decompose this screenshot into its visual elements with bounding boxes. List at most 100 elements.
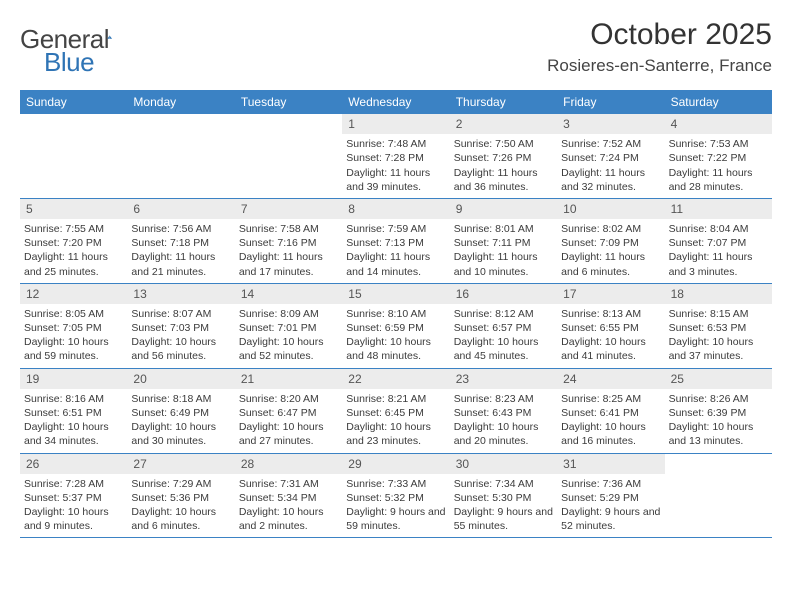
day-body: Sunrise: 8:10 AMSunset: 6:59 PMDaylight:… xyxy=(342,307,449,368)
daylight-line: Daylight: 11 hours and 25 minutes. xyxy=(24,250,123,278)
day-body: Sunrise: 7:33 AMSunset: 5:32 PMDaylight:… xyxy=(342,477,449,538)
sunrise-line: Sunrise: 8:21 AM xyxy=(346,392,445,406)
day-body: Sunrise: 8:01 AMSunset: 7:11 PMDaylight:… xyxy=(450,222,557,283)
location: Rosieres-en-Santerre, France xyxy=(547,56,772,76)
day-body: Sunrise: 8:20 AMSunset: 6:47 PMDaylight:… xyxy=(235,392,342,453)
day-number: 6 xyxy=(127,199,234,219)
sunset-line: Sunset: 5:36 PM xyxy=(131,491,230,505)
day-body: Sunrise: 8:21 AMSunset: 6:45 PMDaylight:… xyxy=(342,392,449,453)
daylight-line: Daylight: 11 hours and 32 minutes. xyxy=(561,166,660,194)
daylight-line: Daylight: 10 hours and 48 minutes. xyxy=(346,335,445,363)
daylight-line: Daylight: 10 hours and 16 minutes. xyxy=(561,420,660,448)
daylight-line: Daylight: 9 hours and 52 minutes. xyxy=(561,505,660,533)
day-body: Sunrise: 8:13 AMSunset: 6:55 PMDaylight:… xyxy=(557,307,664,368)
week-row: 1Sunrise: 7:48 AMSunset: 7:28 PMDaylight… xyxy=(20,114,772,199)
day-cell: 11Sunrise: 8:04 AMSunset: 7:07 PMDayligh… xyxy=(665,199,772,283)
sunrise-line: Sunrise: 8:02 AM xyxy=(561,222,660,236)
sunset-line: Sunset: 7:11 PM xyxy=(454,236,553,250)
sunrise-line: Sunrise: 8:23 AM xyxy=(454,392,553,406)
day-number: 3 xyxy=(557,114,664,134)
daylight-line: Daylight: 10 hours and 27 minutes. xyxy=(239,420,338,448)
daylight-line: Daylight: 10 hours and 30 minutes. xyxy=(131,420,230,448)
daylight-line: Daylight: 10 hours and 2 minutes. xyxy=(239,505,338,533)
sunrise-line: Sunrise: 7:48 AM xyxy=(346,137,445,151)
sunset-line: Sunset: 7:13 PM xyxy=(346,236,445,250)
day-number: 26 xyxy=(20,454,127,474)
day-cell: 2Sunrise: 7:50 AMSunset: 7:26 PMDaylight… xyxy=(450,114,557,198)
sunrise-line: Sunrise: 7:58 AM xyxy=(239,222,338,236)
sunrise-line: Sunrise: 7:36 AM xyxy=(561,477,660,491)
day-number: 15 xyxy=(342,284,449,304)
sunrise-line: Sunrise: 7:31 AM xyxy=(239,477,338,491)
day-number: 19 xyxy=(20,369,127,389)
sunrise-line: Sunrise: 7:50 AM xyxy=(454,137,553,151)
title-block: October 2025 Rosieres-en-Santerre, Franc… xyxy=(547,18,772,76)
day-cell: 21 Sunrise: 8:20 AMSunset: 6:47 PMDayligh… xyxy=(235,369,342,453)
day-cell: 25Sunrise: 8:26 AMSunset: 6:39 PMDayligh… xyxy=(665,369,772,453)
sunrise-line: Sunrise: 8:26 AM xyxy=(669,392,768,406)
day-cell: 18 Sunrise: 8:15 AMSunset: 6:53 PMDayligh… xyxy=(665,284,772,368)
sunset-line: Sunset: 7:07 PM xyxy=(669,236,768,250)
daylight-line: Daylight: 10 hours and 37 minutes. xyxy=(669,335,768,363)
sunset-line: Sunset: 7:18 PM xyxy=(131,236,230,250)
weekday-monday: Monday xyxy=(127,90,234,114)
daylight-line: Daylight: 10 hours and 23 minutes. xyxy=(346,420,445,448)
sunrise-line: Sunrise: 8:15 AM xyxy=(669,307,768,321)
daylight-line: Daylight: 11 hours and 21 minutes. xyxy=(131,250,230,278)
day-number: 9 xyxy=(450,199,557,219)
weekday-friday: Friday xyxy=(557,90,664,114)
daylight-line: Daylight: 10 hours and 45 minutes. xyxy=(454,335,553,363)
weekday-thursday: Thursday xyxy=(450,90,557,114)
daylight-line: Daylight: 10 hours and 59 minutes. xyxy=(24,335,123,363)
day-cell-empty xyxy=(20,114,127,198)
day-body: Sunrise: 7:48 AMSunset: 7:28 PMDaylight:… xyxy=(342,137,449,198)
day-cell: 15 Sunrise: 8:10 AMSunset: 6:59 PMDayligh… xyxy=(342,284,449,368)
day-body: Sunrise: 8:05 AMSunset: 7:05 PMDaylight:… xyxy=(20,307,127,368)
day-number: 24 xyxy=(557,369,664,389)
day-cell: 1Sunrise: 7:48 AMSunset: 7:28 PMDaylight… xyxy=(342,114,449,198)
day-number: 18 xyxy=(665,284,772,304)
day-body: Sunrise: 7:36 AMSunset: 5:29 PMDaylight:… xyxy=(557,477,664,538)
day-cell: 16Sunrise: 8:12 AMSunset: 6:57 PMDayligh… xyxy=(450,284,557,368)
day-cell-empty xyxy=(235,114,342,198)
sunrise-line: Sunrise: 7:52 AM xyxy=(561,137,660,151)
sunrise-line: Sunrise: 7:34 AM xyxy=(454,477,553,491)
day-cell: 23Sunrise: 8:23 AMSunset: 6:43 PMDayligh… xyxy=(450,369,557,453)
day-cell: 8Sunrise: 7:59 AMSunset: 7:13 PMDaylight… xyxy=(342,199,449,283)
day-number: 12 xyxy=(20,284,127,304)
sunset-line: Sunset: 5:34 PM xyxy=(239,491,338,505)
sunrise-line: Sunrise: 7:53 AM xyxy=(669,137,768,151)
sunset-line: Sunset: 7:22 PM xyxy=(669,151,768,165)
day-number: 11 xyxy=(665,199,772,219)
logo-sail-icon xyxy=(107,26,112,48)
day-cell: 4Sunrise: 7:53 AMSunset: 7:22 PMDaylight… xyxy=(665,114,772,198)
day-body: Sunrise: 7:55 AMSunset: 7:20 PMDaylight:… xyxy=(20,222,127,283)
week-row: 5Sunrise: 7:55 AMSunset: 7:20 PMDaylight… xyxy=(20,199,772,284)
sunset-line: Sunset: 6:39 PM xyxy=(669,406,768,420)
day-number: 7 xyxy=(235,199,342,219)
calendar: SundayMondayTuesdayWednesdayThursdayFrid… xyxy=(20,90,772,538)
day-cell: 6Sunrise: 7:56 AMSunset: 7:18 PMDaylight… xyxy=(127,199,234,283)
sunrise-line: Sunrise: 8:09 AM xyxy=(239,307,338,321)
daylight-line: Daylight: 11 hours and 28 minutes. xyxy=(669,166,768,194)
sunset-line: Sunset: 6:53 PM xyxy=(669,321,768,335)
day-cell: 12 Sunrise: 8:05 AMSunset: 7:05 PMDayligh… xyxy=(20,284,127,368)
week-row: 26Sunrise: 7:28 AMSunset: 5:37 PMDayligh… xyxy=(20,454,772,539)
day-cell: 3Sunrise: 7:52 AMSunset: 7:24 PMDaylight… xyxy=(557,114,664,198)
sunset-line: Sunset: 5:30 PM xyxy=(454,491,553,505)
day-body: Sunrise: 7:34 AMSunset: 5:30 PMDaylight:… xyxy=(450,477,557,538)
day-number: 22 xyxy=(342,369,449,389)
daylight-line: Daylight: 10 hours and 34 minutes. xyxy=(24,420,123,448)
daylight-line: Daylight: 10 hours and 6 minutes. xyxy=(131,505,230,533)
day-cell: 24Sunrise: 8:25 AMSunset: 6:41 PMDayligh… xyxy=(557,369,664,453)
sunset-line: Sunset: 6:47 PM xyxy=(239,406,338,420)
day-number: 31 xyxy=(557,454,664,474)
day-body: Sunrise: 7:58 AMSunset: 7:16 PMDaylight:… xyxy=(235,222,342,283)
day-cell: 31 Sunrise: 7:36 AMSunset: 5:29 PMDayligh… xyxy=(557,454,664,538)
sunset-line: Sunset: 7:01 PM xyxy=(239,321,338,335)
day-number: 25 xyxy=(665,369,772,389)
weekday-sunday: Sunday xyxy=(20,90,127,114)
day-number: 21 xyxy=(235,369,342,389)
sunset-line: Sunset: 7:09 PM xyxy=(561,236,660,250)
day-body: Sunrise: 7:50 AMSunset: 7:26 PMDaylight:… xyxy=(450,137,557,198)
